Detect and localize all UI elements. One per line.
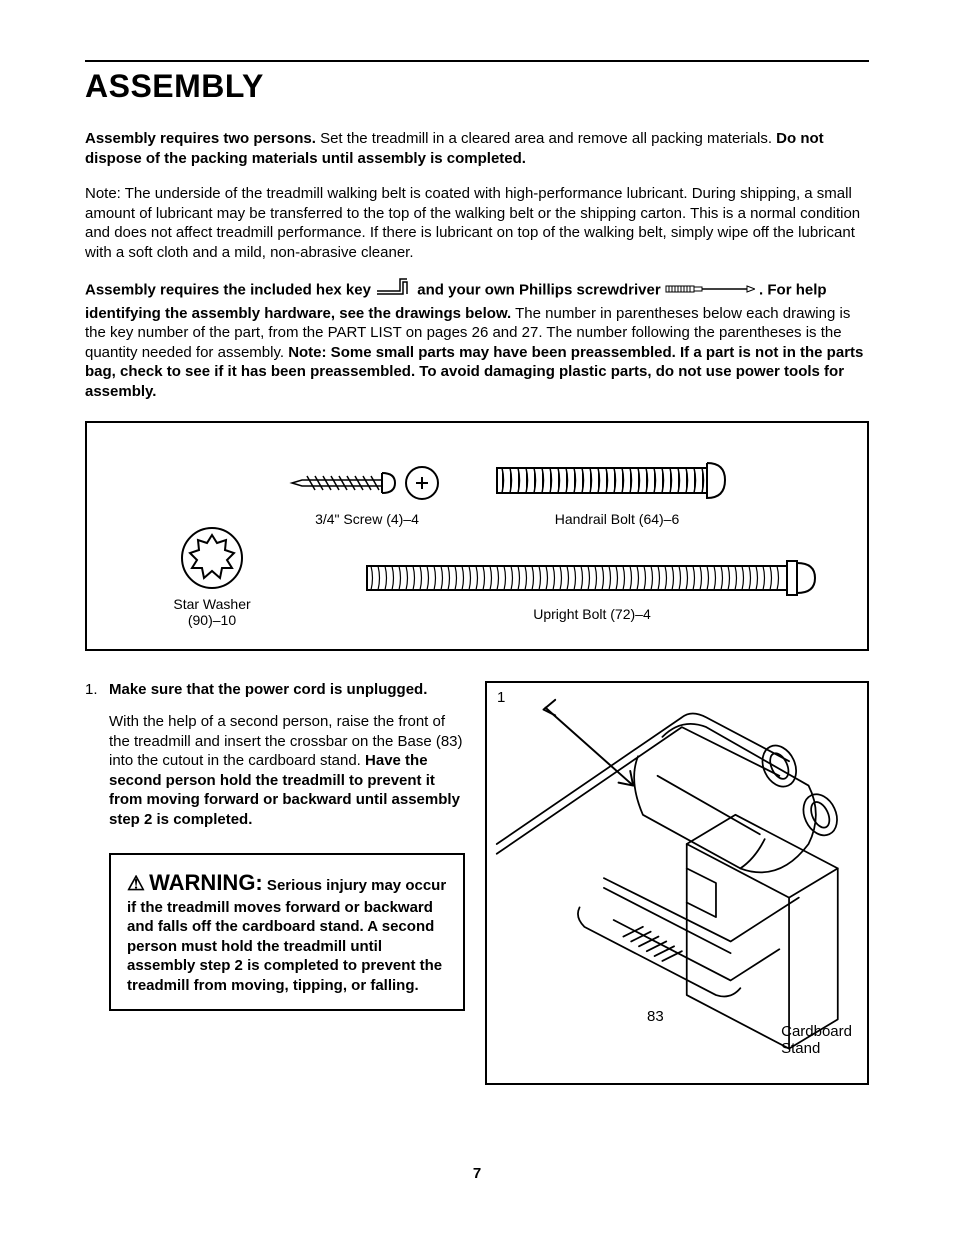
step-1-text-column: 1.Make sure that the power cord is unplu… (85, 681, 465, 1085)
intro-p1-mid: Set the treadmill in a cleared area and … (316, 130, 776, 147)
page-number: 7 (85, 1165, 869, 1182)
warning-icon: ⚠ (127, 873, 145, 895)
hex-key-icon (375, 278, 413, 304)
step-1-row: 1.Make sure that the power cord is unplu… (85, 681, 869, 1085)
step-1-body: With the help of a second person, raise … (109, 712, 465, 829)
hw-upright-bolt: Upright Bolt (72)–4 (357, 553, 827, 622)
handrail-bolt-icon (487, 453, 747, 508)
intro-p1-bold-start: Assembly requires two persons. (85, 130, 316, 147)
figure-part-number: 83 (647, 1008, 664, 1025)
hw-handrail-bolt: Handrail Bolt (64)–6 (487, 453, 747, 527)
screwdriver-icon (665, 281, 755, 301)
upright-bolt-icon (357, 553, 827, 603)
intro-paragraph-2: Note: The underside of the treadmill wal… (85, 184, 869, 262)
handrail-bolt-label: Handrail Bolt (64)–6 (487, 511, 747, 527)
figure-label-line2: Stand (781, 1040, 852, 1057)
intro-paragraph-1: Assembly requires two persons. Set the t… (85, 129, 869, 168)
warning-title: WARNING: (149, 870, 263, 895)
page-title: ASSEMBLY (85, 68, 869, 105)
warning-box: ⚠ WARNING: Serious injury may occur if t… (109, 853, 465, 1011)
page-container: ASSEMBLY Assembly requires two persons. … (0, 0, 954, 1222)
step-1-heading: 1.Make sure that the power cord is unplu… (85, 681, 465, 698)
intro-paragraph-3: Assembly requires the included hex key a… (85, 278, 869, 401)
figure-cardboard-label: Cardboard Stand (781, 1023, 852, 1057)
screw-label: 3/4" Screw (4)–4 (287, 511, 447, 527)
upright-bolt-label: Upright Bolt (72)–4 (357, 606, 827, 622)
star-washer-qty: (90)–10 (147, 612, 277, 628)
hw-star-washer: Star Washer (90)–10 (147, 523, 277, 628)
intro-p3-b2: and your own Phillips screwdriver (417, 282, 665, 299)
step-1-figure: 1 (485, 681, 869, 1085)
hardware-box: Star Washer (90)–10 (85, 421, 869, 651)
intro-p3-b1: Assembly requires the included hex key (85, 282, 375, 299)
step-1-number: 1. (85, 681, 109, 698)
figure-label-line1: Cardboard (781, 1023, 852, 1040)
figure-number: 1 (497, 689, 505, 706)
step-1-title: Make sure that the power cord is unplugg… (109, 681, 427, 698)
screw-icon (287, 458, 447, 508)
top-rule (85, 60, 869, 62)
star-washer-icon (177, 523, 247, 593)
star-washer-label: Star Washer (147, 596, 277, 612)
hw-screw: 3/4" Screw (4)–4 (287, 458, 447, 527)
